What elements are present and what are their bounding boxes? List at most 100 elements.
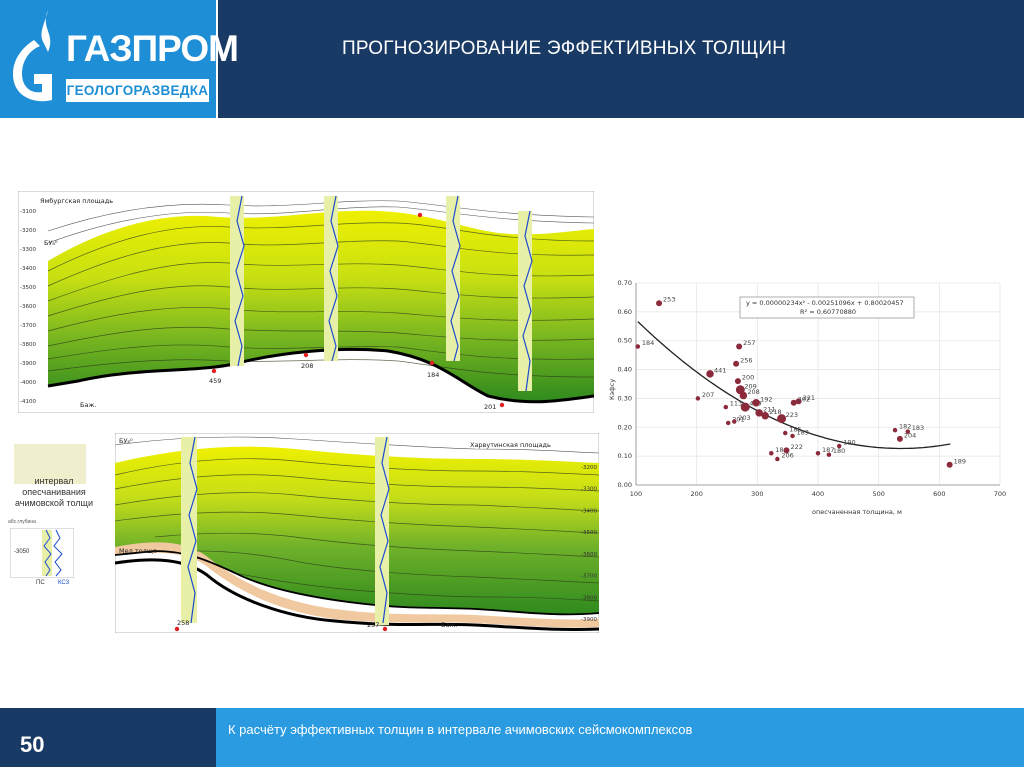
area-label: Ямбургская площадь [40,197,113,205]
equation-box [739,296,915,319]
area-label: Харвутинская площадь [470,441,551,449]
data-point-label: 207 [702,391,714,399]
data-point-label: 209 [744,382,756,390]
data-point-label: 182 [899,423,911,431]
trend-line [637,321,951,450]
seismic-section-top: Ямбургская площадь БУ₈⁰ Баж. 459 208 184… [18,191,594,413]
data-point [777,414,787,424]
x-tick-label: 400 [812,490,824,498]
data-point-label: 221 [803,394,815,402]
well-label: 258 [177,619,189,627]
bottom-depth-tick: -3700 [581,574,597,580]
seismic-section-bottom: Харвутинская площадь БУ₈⁰ Мел толща Баж.… [115,433,599,633]
data-point [826,452,832,457]
data-point-label: 257 [743,339,755,347]
x-axis-label: опесчаненная толщина, м [812,508,902,516]
curve-label-ps: ПС [36,580,45,586]
data-point [739,391,748,400]
data-point [892,427,898,433]
page-title: ПРОГНОЗИРОВАНИЕ ЭФФЕКТИВНЫХ ТОЛЩИН [342,38,787,59]
data-point [732,419,737,424]
data-point [905,429,911,434]
top-depth-tick: -3500 [20,285,36,291]
x-tick-label: 500 [872,490,884,498]
data-point-label: 211 [763,405,775,413]
x-tick-label: 600 [933,490,945,498]
data-point [946,461,953,468]
y-tick-label: 0.40 [618,366,632,374]
well-label: 201 [484,403,496,411]
data-point-label: 189 [954,457,966,465]
top-depth-tick: -3200 [20,228,36,234]
top-depth-tick: -3900 [20,361,36,367]
bottom-depth-tick: -3400 [581,508,597,514]
x-tick-label: 300 [751,490,763,498]
data-point [734,378,741,385]
data-point [782,430,788,436]
data-point-label: 184 [642,339,654,347]
y-tick-label: 0.60 [618,308,632,316]
inset-depth: -3050 [14,549,30,555]
data-point-label: 186 [775,446,787,454]
bottom-depth-tick: -3900 [581,617,597,623]
data-point [695,396,701,401]
data-point-label: 185 [789,426,801,434]
data-point-label: 180 [833,447,845,455]
left-label: Мел толща [119,547,157,555]
data-point-label: 206 [781,452,793,460]
data-point [896,435,903,442]
data-point [836,443,842,449]
bottom-label: Баж. [441,621,457,629]
log-inset [10,528,74,578]
data-point [635,344,641,349]
x-tick-label: 100 [630,490,642,498]
top-depth-tick: -3400 [20,266,36,272]
data-point [775,456,780,462]
data-point [656,300,663,307]
company-logo: ГАЗПРОМ ГЕОЛОГОРАЗВЕДКА [0,0,239,118]
top-depth-tick: -3700 [20,323,36,329]
data-point [706,370,714,378]
curve-label-ks3: КС3 [58,580,70,586]
top-depth-tick: -3600 [20,304,36,310]
horizon-label: БУ₈⁰ [119,437,133,445]
data-point [790,399,797,406]
data-point-label: 192 [760,395,772,403]
data-point-label: 256 [740,356,752,364]
data-point-label: 441 [714,366,726,374]
top-depth-tick: -4100 [20,399,36,405]
data-point [723,404,729,410]
regression-equation: y = 0.00000234x² - 0.00251096x + 0.80020… [746,299,904,307]
flame-logo-icon [12,10,52,102]
y-tick-label: 0.00 [618,481,632,489]
page-number-box: 50 [0,708,216,767]
data-point [740,402,750,412]
footer-bar: 50 К расчёту эффективных толщин в интерв… [0,708,1024,767]
data-point [736,343,743,350]
well-label: 208 [301,362,313,370]
data-point-label: 253 [663,296,675,304]
data-point [783,447,790,454]
data-point-label: 200 [742,374,754,382]
y-tick-label: 0.70 [618,279,632,287]
top-depth-tick: -3800 [20,342,36,348]
data-point-label: 187 [822,446,834,454]
x-tick-label: 200 [690,490,702,498]
data-point-label: 222 [790,443,802,451]
bottom-depth-tick: -3300 [581,487,597,493]
scatter-chart: 0.00 0.10 0.20 0.30 0.40 0.50 0.60 0.70 100 200 30… [608,279,1006,516]
data-point [761,411,769,420]
header-bar: ГАЗПРОМ ГЕОЛОГОРАЗВЕДКА ПРОГНОЗИРОВАНИЕ … [0,0,1024,118]
data-point-label: 223 [786,411,798,419]
bottom-depth-tick: -3600 [581,552,597,558]
well-label: 184 [427,371,439,379]
top-depth-tick: -4000 [20,380,36,386]
logo-main-text: ГАЗПРОМ [66,28,239,69]
data-point-label: 190 [843,439,855,447]
r-squared: R² = 0.60770880 [800,308,856,316]
data-point-label: 204 [904,431,916,439]
data-point-label: 208 [747,388,759,396]
logo-sub-text: ГЕОЛОГОРАЗВЕДКА [66,79,209,102]
horizon-label: БУ₈⁰ [44,239,58,247]
y-tick-label: 0.20 [618,423,632,431]
